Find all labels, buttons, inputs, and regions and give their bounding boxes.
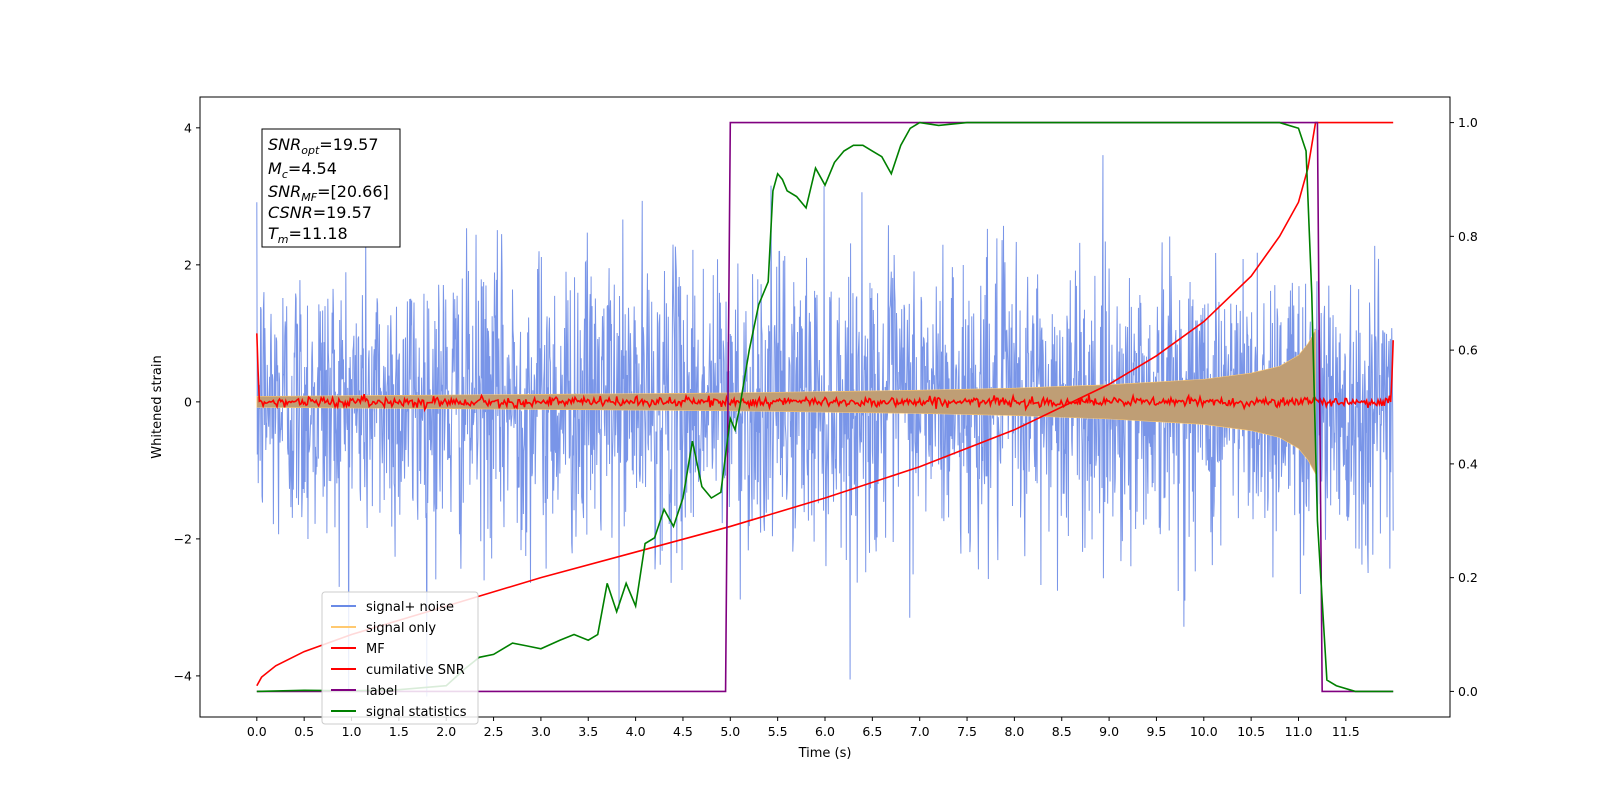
y-right-tick-label: 0.0 <box>1458 684 1478 699</box>
series-mf <box>256 333 1394 413</box>
legend-label: cumilative SNR <box>366 663 465 678</box>
x-tick-label: 10.5 <box>1237 724 1265 739</box>
x-tick-label: 8.5 <box>1052 724 1072 739</box>
x-tick-label: 2.0 <box>436 724 456 739</box>
x-tick-label: 3.0 <box>531 724 551 739</box>
x-tick-label: 6.0 <box>815 724 835 739</box>
x-tick-label: 2.5 <box>484 724 504 739</box>
legend-entry: MF <box>331 642 385 657</box>
x-axis: 0.0 0.5 1.0 1.5 2.0 2.5 3.0 3.5 4.0 4.5 5.0 5.5 6.0 6… <box>247 717 1360 739</box>
y-axis-right: 1.0 0.8 0.6 0.4 0.2 0.0 <box>1450 115 1478 699</box>
y-left-tick-label: 4 <box>184 120 192 135</box>
legend-label: signal statistics <box>366 705 467 720</box>
series-signal-statistics <box>256 121 1394 693</box>
x-tick-label: 1.5 <box>389 724 409 739</box>
x-tick-label: 4.0 <box>626 724 646 739</box>
x-tick-label: 1.0 <box>342 724 362 739</box>
legend-label: label <box>366 684 397 699</box>
x-axis-label: Time (s) <box>798 746 852 761</box>
y-left-tick-label: 0 <box>184 394 192 409</box>
info-csnr: CSNR=19.57 <box>268 203 372 222</box>
x-tick-label: 11.0 <box>1285 724 1313 739</box>
x-tick-label: 9.5 <box>1146 724 1166 739</box>
x-tick-label: 5.0 <box>720 724 740 739</box>
legend-frame <box>321 591 479 725</box>
info-snr-opt: SNRopt=19.57 <box>268 135 379 157</box>
x-tick-label: 10.0 <box>1190 724 1218 739</box>
legend-entry: signal only <box>331 621 436 636</box>
y-left-tick-label: 2 <box>184 257 192 272</box>
plot-layer <box>256 121 1394 697</box>
legend-label: signal only <box>366 621 436 636</box>
x-tick-label: 0.5 <box>294 724 314 739</box>
x-tick-label: 9.0 <box>1099 724 1119 739</box>
info-mc: Mc=4.54 <box>268 159 337 181</box>
info-tm: Tm=11.18 <box>268 224 348 246</box>
y-right-tick-label: 1.0 <box>1458 115 1478 130</box>
info-box-frame <box>261 128 401 248</box>
y-left-tick-label: −4 <box>174 668 192 683</box>
y-right-tick-label: 0.8 <box>1458 229 1478 244</box>
legend-entry: cumilative SNR <box>331 663 465 678</box>
legend-label: signal+ noise <box>366 600 454 615</box>
info-snr-mf: SNRMF=[20.66] <box>268 182 389 204</box>
x-tick-label: 7.0 <box>910 724 930 739</box>
x-tick-label: 3.5 <box>578 724 598 739</box>
legend-entry: signal statistics <box>331 705 467 720</box>
legend-label: MF <box>366 642 385 657</box>
legend: signal+ noise signal only MF cumilative … <box>321 591 479 725</box>
y-axis-left: 4 2 0 −2 −4 <box>174 120 200 683</box>
x-tick-label: 5.5 <box>768 724 788 739</box>
legend-entry: signal+ noise <box>331 600 454 615</box>
y-left-tick-label: −2 <box>174 531 192 546</box>
legend-entry: label <box>331 684 397 699</box>
x-tick-label: 4.5 <box>673 724 693 739</box>
x-tick-label: 6.5 <box>862 724 882 739</box>
y-right-tick-label: 0.4 <box>1458 456 1478 471</box>
info-box: SNRopt=19.57 Mc=4.54 SNRMF=[20.66] CSNR=… <box>261 128 401 248</box>
y-axis-label-left: Whitened strain <box>150 355 165 458</box>
series-signal-noise <box>256 155 1394 697</box>
y-right-tick-label: 0.2 <box>1458 570 1478 585</box>
x-tick-label: 0.0 <box>247 724 267 739</box>
x-tick-label: 11.5 <box>1332 724 1360 739</box>
y-right-tick-label: 0.6 <box>1458 343 1478 358</box>
x-tick-label: 8.0 <box>1004 724 1024 739</box>
x-tick-label: 7.5 <box>957 724 977 739</box>
